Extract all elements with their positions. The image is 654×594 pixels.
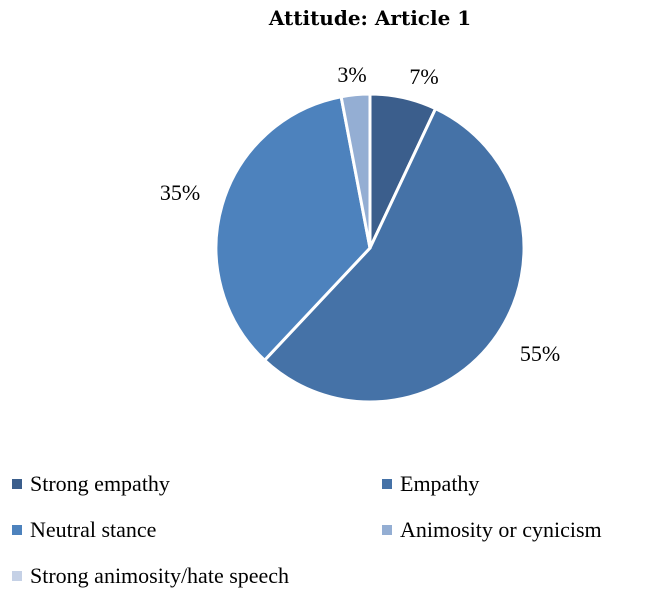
legend-item-empathy: Empathy xyxy=(382,471,479,497)
legend-item-strong-empathy: Strong empathy xyxy=(12,471,170,497)
legend-label-neutral-stance: Neutral stance xyxy=(30,517,157,542)
data-label-empathy: 55% xyxy=(520,341,560,366)
pie-slice-animosity-cynicism xyxy=(339,92,372,249)
legend-item-animosity-cynicism: Animosity or cynicism xyxy=(382,517,602,543)
legend-swatch-empathy xyxy=(382,479,392,489)
legend-item-strong-animosity: Strong animosity/hate speech xyxy=(12,563,289,589)
legend-label-empathy: Empathy xyxy=(400,471,480,496)
pie-slice-neutral-stance xyxy=(214,94,372,363)
legend-swatch-animosity-cynicism xyxy=(382,525,392,535)
legend-swatch-strong-animosity xyxy=(12,571,22,581)
data-label-animosity-cynicism: 3% xyxy=(337,62,366,87)
legend-swatch-neutral-stance xyxy=(12,525,22,535)
data-label-neutral-stance: 35% xyxy=(160,180,200,205)
chart-title: Attitude: Article 1 xyxy=(268,6,472,30)
legend-swatch-strong-empathy xyxy=(12,479,22,489)
legend-label-strong-empathy: Strong empathy xyxy=(30,471,170,496)
legend-label-strong-animosity: Strong animosity/hate speech xyxy=(30,563,290,588)
legend-label-animosity-cynicism: Animosity or cynicism xyxy=(400,517,602,542)
legend-item-neutral-stance: Neutral stance xyxy=(12,517,156,543)
data-label-strong-empathy: 7% xyxy=(409,64,438,89)
pie-slice-empathy xyxy=(262,106,526,404)
